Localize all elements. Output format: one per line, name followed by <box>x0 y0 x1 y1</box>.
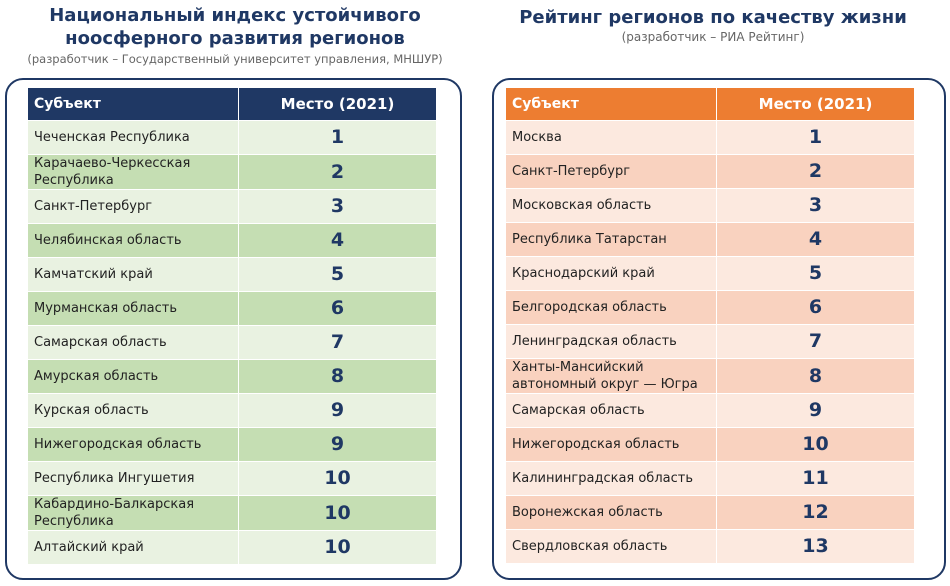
header-row: Субъект Место (2021) <box>28 88 436 121</box>
header-cell: Место (2021) <box>238 88 436 121</box>
table-row: Москва 1 <box>506 120 914 155</box>
rank-cell: 9 <box>716 393 914 428</box>
rank-cell: 3 <box>716 188 914 223</box>
panel-subtitle: (разработчик – Государственный университ… <box>27 52 443 66</box>
rank-cell: 4 <box>238 223 436 258</box>
table-row: Самарская область 9 <box>506 393 914 428</box>
table-row: Санкт-Петербург 3 <box>28 189 436 224</box>
rank-cell: 8 <box>716 358 914 394</box>
region-cell: Нижегородская область <box>28 427 239 462</box>
table-row: Карачаево-Черкесская Республика 2 <box>28 154 436 190</box>
region-cell: Нижегородская область <box>506 427 717 462</box>
header-cell: Субъект <box>506 88 717 121</box>
rank-cell: 10 <box>238 461 436 496</box>
ranking-table: Субъект Место (2021) Москва 1 Санкт-Петербур… <box>506 88 914 564</box>
left-panel: Национальный индекс устойчивого ноосферн… <box>0 0 470 586</box>
rank-cell: 8 <box>238 359 436 394</box>
table-row: Алтайский край 10 <box>28 530 436 565</box>
panel-title: Национальный индекс устойчивого ноосферн… <box>49 5 421 49</box>
table-row: Самарская область 7 <box>28 325 436 360</box>
rank-cell: 11 <box>716 461 914 496</box>
rank-cell: 7 <box>716 324 914 359</box>
region-cell: Республика Ингушетия <box>28 461 239 496</box>
rank-cell: 2 <box>716 154 914 189</box>
rank-cell: 3 <box>238 189 436 224</box>
region-cell: Камчатский край <box>28 257 239 292</box>
table-row: Республика Ингушетия 10 <box>28 461 436 496</box>
table-row: Ленинградская область 7 <box>506 324 914 359</box>
region-cell: Воронежская область <box>506 495 717 530</box>
region-cell: Карачаево-Черкесская Республика <box>28 154 239 190</box>
rank-cell: 10 <box>238 530 436 565</box>
region-cell: Республика Татарстан <box>506 222 717 257</box>
rank-cell: 6 <box>716 290 914 325</box>
region-cell: Ханты-Мансийский автономный округ — Югра <box>506 358 717 394</box>
table-row: Воронежская область 12 <box>506 495 914 530</box>
region-cell: Самарская область <box>28 325 239 360</box>
table-row: Камчатский край 5 <box>28 257 436 292</box>
rank-cell: 1 <box>716 120 914 155</box>
table-row: Кабардино-Балкарская Республика 10 <box>28 495 436 531</box>
table-row: Курская область 9 <box>28 393 436 428</box>
rank-cell: 5 <box>238 257 436 292</box>
region-cell: Ленинградская область <box>506 324 717 359</box>
region-cell: Мурманская область <box>28 291 239 326</box>
table-row: Краснодарский край 5 <box>506 256 914 291</box>
table-row: Амурская область 8 <box>28 359 436 394</box>
rank-cell: 4 <box>716 222 914 257</box>
rank-cell: 13 <box>716 529 914 564</box>
table-row: Калининградская область 11 <box>506 461 914 496</box>
region-cell: Москва <box>506 120 717 155</box>
rank-cell: 2 <box>238 154 436 190</box>
region-cell: Алтайский край <box>28 530 239 565</box>
region-cell: Московская область <box>506 188 717 223</box>
table-frame: Субъект Место (2021) Чеченская Республика 1… <box>5 78 462 580</box>
table-row: Московская область 3 <box>506 188 914 223</box>
region-cell: Санкт-Петербург <box>28 189 239 224</box>
table-row: Нижегородская область 9 <box>28 427 436 462</box>
rank-cell: 5 <box>716 256 914 291</box>
table-row: Республика Татарстан 4 <box>506 222 914 257</box>
region-cell: Кабардино-Балкарская Республика <box>28 495 239 531</box>
rank-cell: 7 <box>238 325 436 360</box>
header-cell: Место (2021) <box>716 88 914 121</box>
right-panel: Рейтинг регионов по качеству жизни (разр… <box>478 0 948 586</box>
header-cell: Субъект <box>28 88 239 121</box>
region-cell: Самарская область <box>506 393 717 428</box>
region-cell: Калининградская область <box>506 461 717 496</box>
region-cell: Курская область <box>28 393 239 428</box>
region-cell: Свердловская область <box>506 529 717 564</box>
region-cell: Челябинская область <box>28 223 239 258</box>
table-row: Ханты-Мансийский автономный округ — Югра… <box>506 358 914 394</box>
region-cell: Краснодарский край <box>506 256 717 291</box>
region-cell: Белгородская область <box>506 290 717 325</box>
panel-title: Рейтинг регионов по качеству жизни <box>519 7 907 28</box>
rank-cell: 6 <box>238 291 436 326</box>
region-cell: Амурская область <box>28 359 239 394</box>
rank-cell: 12 <box>716 495 914 530</box>
table-frame: Субъект Место (2021) Москва 1 Санкт-Петербур… <box>492 78 946 580</box>
rank-cell: 1 <box>238 120 436 155</box>
region-cell: Чеченская Республика <box>28 120 239 155</box>
table-row: Нижегородская область 10 <box>506 427 914 462</box>
rank-cell: 10 <box>716 427 914 462</box>
ranking-table: Субъект Место (2021) Чеченская Республика 1… <box>28 88 436 565</box>
table-row: Челябинская область 4 <box>28 223 436 258</box>
rank-cell: 9 <box>238 427 436 462</box>
region-cell: Санкт-Петербург <box>506 154 717 189</box>
table-row: Санкт-Петербург 2 <box>506 154 914 189</box>
panel-subtitle: (разработчик – РИА Рейтинг) <box>621 30 805 44</box>
rank-cell: 10 <box>238 495 436 531</box>
table-row: Чеченская Республика 1 <box>28 120 436 155</box>
table-row: Свердловская область 13 <box>506 529 914 564</box>
header-row: Субъект Место (2021) <box>506 88 914 121</box>
table-row: Белгородская область 6 <box>506 290 914 325</box>
table-row: Мурманская область 6 <box>28 291 436 326</box>
rank-cell: 9 <box>238 393 436 428</box>
